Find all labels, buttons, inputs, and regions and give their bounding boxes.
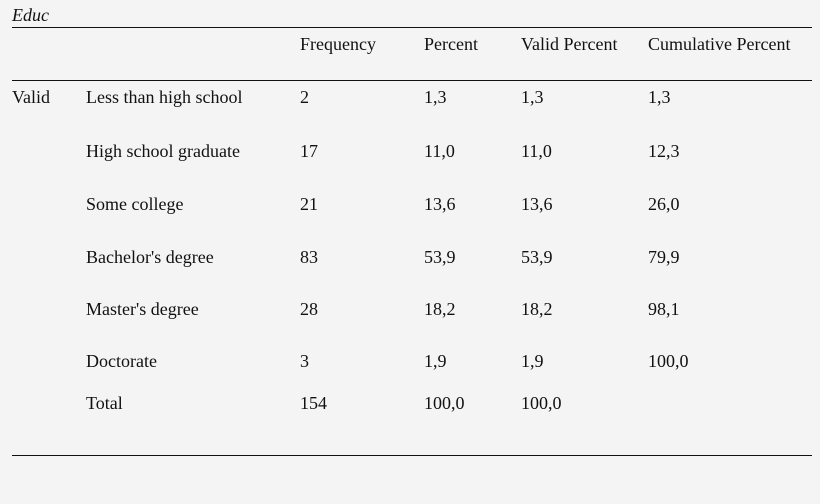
row-valid-percent: 13,6 (521, 194, 553, 214)
row-valid-percent: 53,9 (521, 247, 553, 267)
row-percent: 13,6 (424, 194, 456, 214)
row-frequency: 28 (300, 299, 318, 319)
row-frequency: 83 (300, 247, 318, 267)
row-percent-total: 100,0 (424, 393, 465, 413)
table-title: Educ (12, 5, 49, 25)
row-label: Doctorate (86, 351, 157, 371)
row-label: Master's degree (86, 299, 199, 319)
header-rule (12, 80, 812, 81)
header-cumulative-percent: Cumulative Percent (648, 34, 791, 54)
row-frequency: 21 (300, 194, 318, 214)
row-frequency-total: 154 (300, 393, 327, 413)
row-cumulative-percent: 98,1 (648, 299, 680, 319)
row-label: Less than high school (86, 87, 243, 107)
row-label: High school graduate (86, 141, 240, 161)
bottom-rule (12, 455, 812, 456)
header-valid-percent: Valid Percent (521, 34, 618, 54)
row-valid-percent: 11,0 (521, 141, 552, 161)
row-frequency: 2 (300, 87, 309, 107)
row-percent: 11,0 (424, 141, 455, 161)
row-label-total: Total (86, 393, 123, 413)
row-percent: 1,9 (424, 351, 447, 371)
row-valid-percent: 1,9 (521, 351, 544, 371)
row-cumulative-percent: 100,0 (648, 351, 689, 371)
row-cumulative-percent: 79,9 (648, 247, 680, 267)
row-percent: 18,2 (424, 299, 456, 319)
row-valid-percent: 1,3 (521, 87, 544, 107)
row-label: Some college (86, 194, 184, 214)
row-frequency: 17 (300, 141, 318, 161)
row-valid-percent-total: 100,0 (521, 393, 562, 413)
row-frequency: 3 (300, 351, 309, 371)
header-frequency: Frequency (300, 34, 376, 54)
group-label-valid: Valid (12, 87, 50, 107)
row-cumulative-percent: 26,0 (648, 194, 680, 214)
top-rule (12, 27, 812, 28)
row-percent: 1,3 (424, 87, 447, 107)
row-label: Bachelor's degree (86, 247, 214, 267)
row-percent: 53,9 (424, 247, 456, 267)
header-percent: Percent (424, 34, 478, 54)
row-valid-percent: 18,2 (521, 299, 553, 319)
row-cumulative-percent: 12,3 (648, 141, 680, 161)
row-cumulative-percent: 1,3 (648, 87, 671, 107)
